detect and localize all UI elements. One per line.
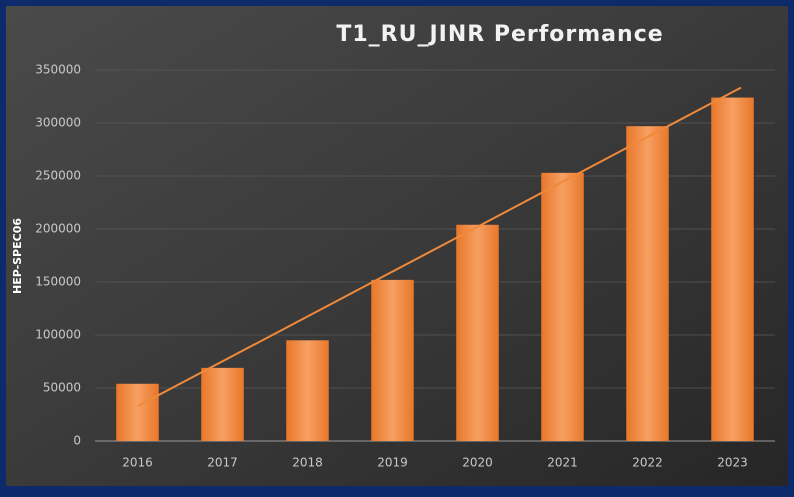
x-tick-label: 2017 — [207, 456, 238, 470]
bar — [626, 126, 669, 442]
bar — [541, 172, 584, 441]
bar — [371, 279, 414, 441]
y-axis-label: HEP-SPEC06 — [11, 218, 24, 294]
x-tick-label: 2016 — [122, 456, 153, 470]
chart-title: T1_RU_JINR Performance — [336, 22, 663, 47]
bar — [456, 224, 499, 441]
y-tick-label: 350000 — [35, 63, 81, 77]
x-tick-label: 2020 — [462, 456, 493, 470]
y-tick-label: 0 — [73, 434, 81, 448]
bar — [711, 97, 754, 441]
x-tick-label: 2022 — [632, 456, 663, 470]
x-tick-label: 2018 — [292, 456, 323, 470]
x-tick-label: 2023 — [717, 456, 748, 470]
y-tick-label: 100000 — [35, 328, 81, 342]
y-tick-label: 200000 — [35, 222, 81, 236]
bar — [286, 340, 329, 441]
y-tick-label: 50000 — [43, 381, 81, 395]
bar — [201, 367, 244, 441]
bar — [116, 383, 159, 441]
x-tick-label: 2021 — [547, 456, 578, 470]
y-tick-label: 250000 — [35, 169, 81, 183]
y-tick-label: 300000 — [35, 116, 81, 130]
y-tick-label: 150000 — [35, 275, 81, 289]
x-tick-label: 2019 — [377, 456, 408, 470]
trend-line — [137, 86, 742, 408]
